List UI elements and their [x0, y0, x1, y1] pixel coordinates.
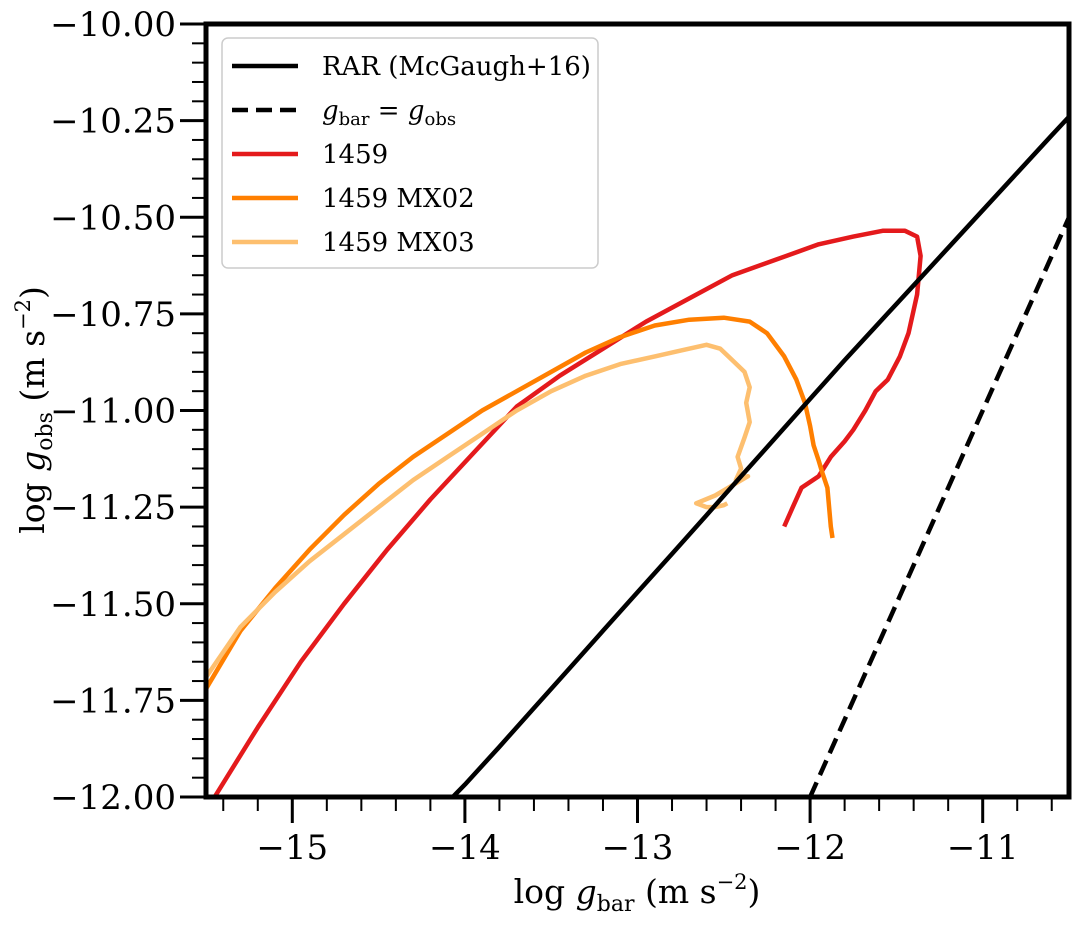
x-tick-label: −12: [774, 828, 846, 868]
x-axis-ticks: −15 −14 −13 −12 −11: [222, 797, 1053, 868]
y-tick-label: −11.50: [50, 585, 176, 625]
legend-label: gbar = gobs: [322, 96, 456, 130]
y-tick-label: −10.50: [50, 198, 176, 238]
y-tick-label: −10.25: [50, 102, 176, 142]
legend-label: RAR (McGaugh+16): [322, 52, 591, 82]
y-tick-label: −12.00: [50, 778, 176, 818]
series-line-1: [206, 315, 835, 690]
y-axis-title: log gobs (m s−2): [11, 286, 58, 534]
legend-label: 1459 MX02: [322, 184, 475, 214]
y-tick-label: −11.75: [50, 681, 176, 721]
series-layer: [206, 115, 1069, 797]
series-line-2: [206, 342, 752, 679]
y-tick-label: −11.25: [50, 488, 176, 528]
series-line-3: [451, 115, 1069, 797]
x-axis-title: log gbar (m s−2): [514, 870, 761, 917]
y-tick-label: −10.00: [50, 5, 176, 45]
x-tick-label: −13: [602, 828, 674, 868]
x-tick-label: −11: [947, 828, 1019, 868]
legend-label: 1459 MX03: [322, 228, 475, 258]
legend: RAR (McGaugh+16) gbar = gobs 1459 1459 MX02…: [221, 37, 599, 269]
y-tick-label: −11.00: [50, 392, 176, 432]
plot-frame: [203, 21, 1072, 800]
x-tick-label: −15: [256, 828, 328, 868]
legend-box: [221, 37, 599, 269]
y-tick-label: −10.75: [50, 295, 176, 335]
legend-label: 1459: [322, 140, 388, 170]
series-line-0: [212, 228, 923, 797]
x-tick-label: −14: [429, 828, 501, 868]
series-line-4: [808, 216, 1069, 797]
